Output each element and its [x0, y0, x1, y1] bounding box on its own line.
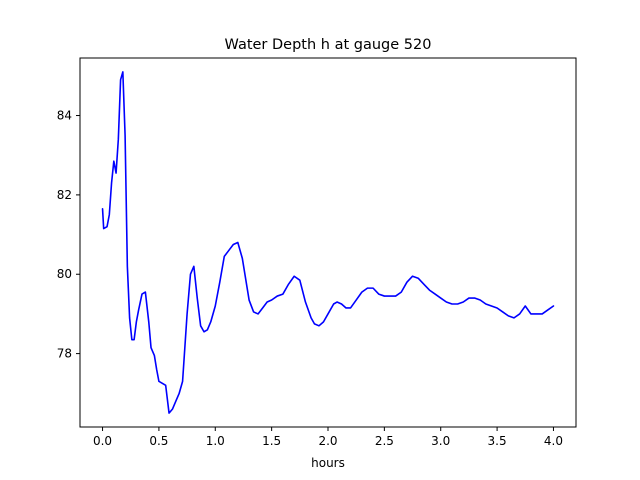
y-tick-label: 80 [57, 267, 72, 281]
plot-area: 0.0 0.5 1.0 1.5 2.0 2.5 3.0 3.5 4.0 78 80 82 84 [57, 57, 577, 448]
x-tick-label: 4.0 [544, 434, 563, 448]
x-axis-label: hours [311, 456, 345, 470]
x-tick-label: 3.0 [431, 434, 450, 448]
x-tick-label: 2.5 [375, 434, 394, 448]
x-tick-label: 1.5 [262, 434, 281, 448]
chart-title: Water Depth h at gauge 520 [225, 37, 432, 53]
x-tick-label: 0.5 [149, 434, 168, 448]
x-tick-label: 0.0 [93, 434, 112, 448]
y-tick-label: 84 [57, 109, 72, 123]
series-line-0 [101, 71, 555, 414]
y-tick-label: 82 [57, 188, 72, 202]
y-tick-label: 78 [57, 347, 72, 361]
x-tick-label: 2.0 [318, 434, 337, 448]
x-tick-label: 3.5 [488, 434, 507, 448]
x-tick-label: 1.0 [206, 434, 225, 448]
